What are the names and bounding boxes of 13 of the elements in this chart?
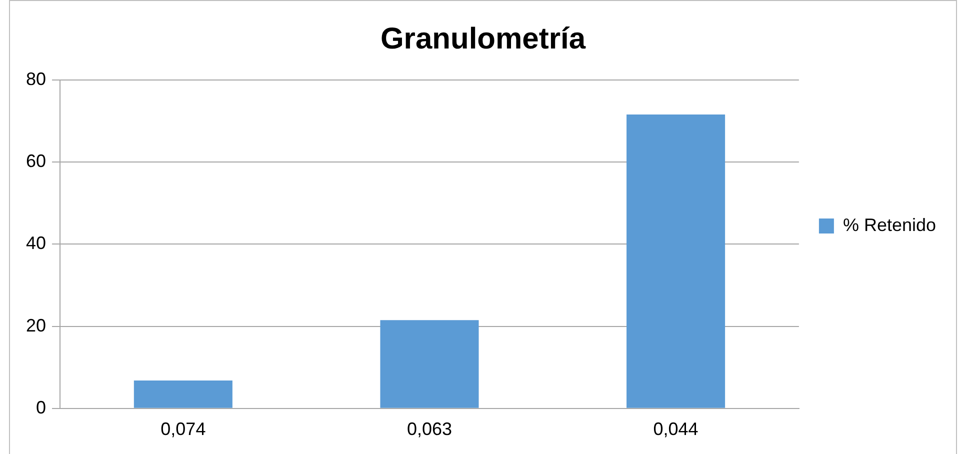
legend-label: % Retenido	[842, 214, 936, 235]
bar	[626, 114, 726, 408]
bar	[134, 380, 232, 408]
y-tick-label: 20	[26, 315, 46, 336]
bar	[380, 320, 479, 408]
chart-title: Granulometría	[380, 22, 586, 56]
y-tick-label: 40	[26, 233, 46, 254]
x-tick-label: 0,044	[653, 419, 698, 440]
y-tick-label: 0	[36, 397, 46, 418]
y-tick-label: 80	[26, 68, 46, 89]
y-tick-label: 60	[26, 151, 46, 172]
x-tick-label: 0,063	[406, 419, 452, 440]
x-tick-label: 0,074	[160, 419, 206, 440]
